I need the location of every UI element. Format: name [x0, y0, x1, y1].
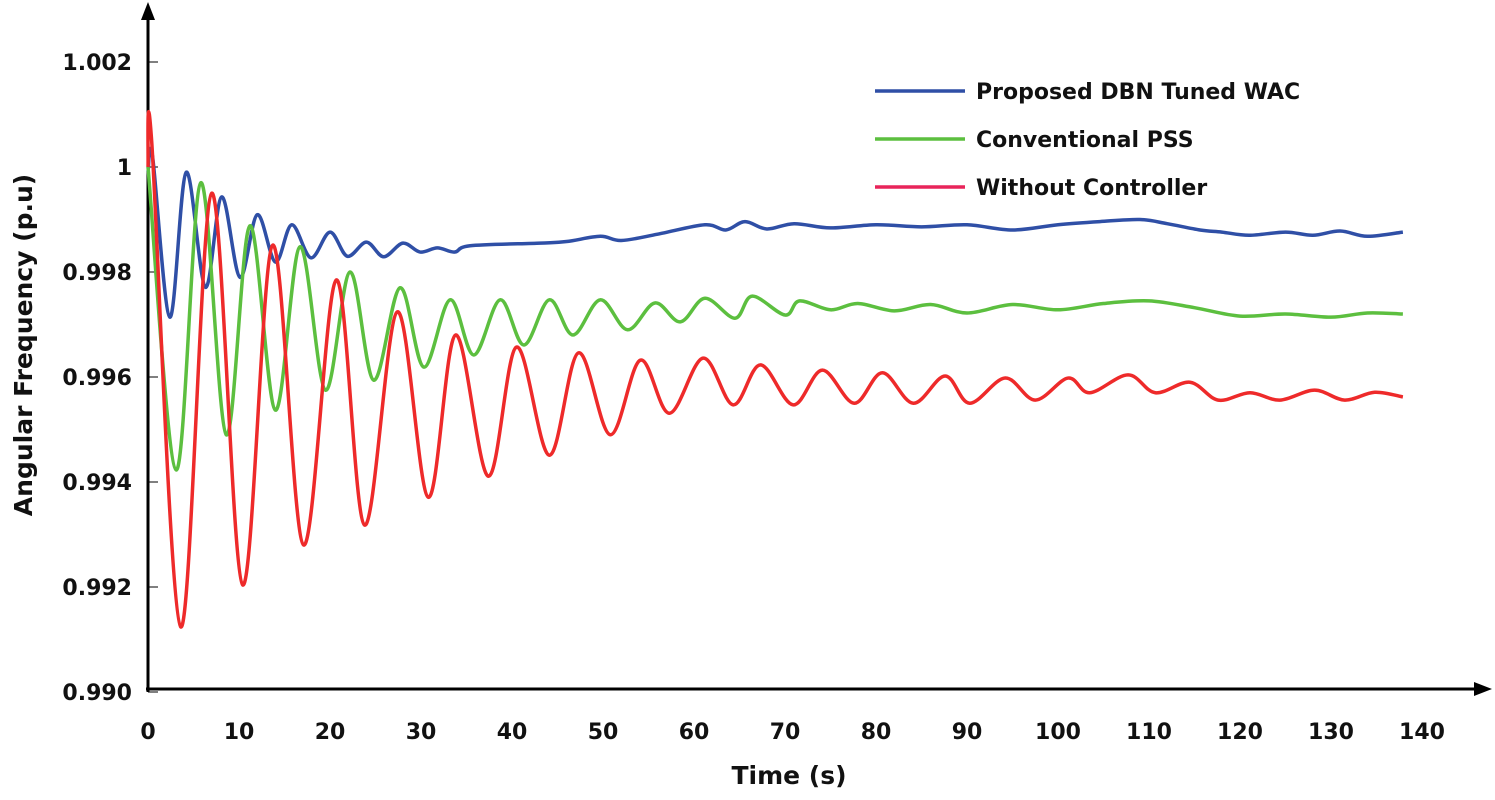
y-axis-arrow: [141, 2, 155, 20]
x-tick-label: 120: [1217, 720, 1263, 745]
x-tick-label: 130: [1308, 720, 1354, 745]
y-tick-label: 0.992: [62, 576, 132, 601]
x-tick-label: 140: [1399, 720, 1445, 745]
x-tick-label: 100: [1035, 720, 1081, 745]
series-line-2: [146, 109, 1404, 629]
legend-label: Conventional PSS: [976, 128, 1194, 153]
legend-label: Proposed DBN Tuned WAC: [976, 80, 1300, 105]
y-tick-label: 0.994: [62, 471, 132, 496]
legend-label: Without Controller: [976, 176, 1207, 201]
x-tick-label: 10: [224, 720, 255, 745]
x-tick-label: 20: [315, 720, 346, 745]
x-tick-label: 110: [1126, 720, 1172, 745]
series-line-0: [146, 146, 1404, 319]
x-tick-label: 90: [952, 720, 983, 745]
x-tick-label: 30: [406, 720, 437, 745]
axes: [141, 2, 1492, 696]
x-axis-arrow: [1474, 682, 1492, 696]
y-tick-label: 1: [117, 156, 132, 181]
x-axis-label: Time (s): [731, 761, 846, 790]
y-axis-label: Angular Frequency (p.u): [9, 174, 38, 516]
legend: Proposed DBN Tuned WAC Conventional PSS Wi…: [875, 80, 1300, 201]
y-tick-label: 0.990: [62, 681, 132, 706]
x-tick-label: 50: [588, 720, 619, 745]
x-tick-label: 70: [770, 720, 801, 745]
y-tick-label: 1.002: [62, 51, 132, 76]
y-tick-label: 0.998: [62, 261, 132, 286]
x-tick-label: 60: [679, 720, 710, 745]
x-tick-label: 0: [140, 720, 155, 745]
y-tick-label: 0.996: [62, 366, 132, 391]
x-tick-label: 40: [497, 720, 528, 745]
x-tick-label: 80: [861, 720, 892, 745]
series-line-1: [146, 166, 1403, 472]
